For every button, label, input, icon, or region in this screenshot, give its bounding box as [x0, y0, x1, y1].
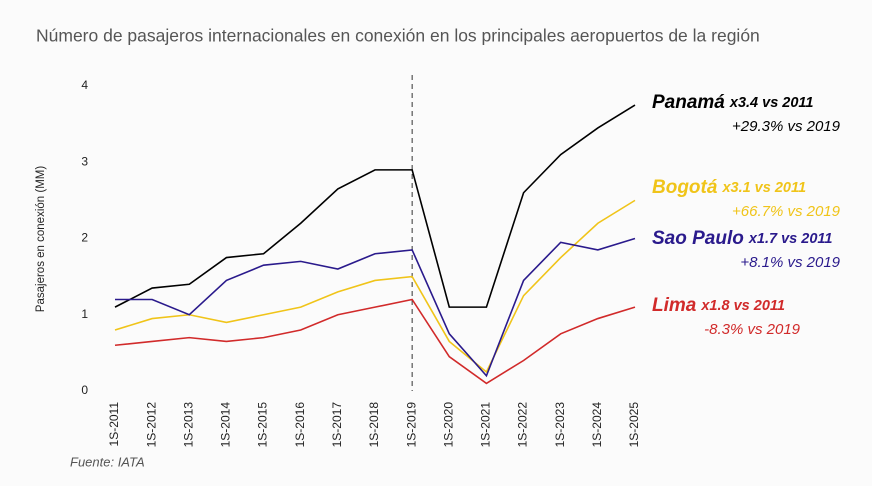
x-tick-label: 1S-2012	[144, 402, 158, 448]
y-tick-label: 4	[81, 78, 88, 92]
growth-note: x1.8 vs 2011	[700, 298, 785, 314]
y-axis-label: Pasajeros en conexión (MM)	[35, 166, 47, 313]
change-note: +66.7% vs 2019	[732, 203, 841, 220]
change-note: +29.3% vs 2019	[732, 118, 841, 135]
series-line	[114, 298, 636, 385]
x-tick-label: 1S-2016	[293, 402, 307, 448]
series-line	[115, 237, 636, 378]
source: Fuente: IATA	[70, 454, 145, 469]
x-tick-label: 1S-2018	[367, 402, 381, 448]
series-line	[114, 199, 636, 374]
y-tick-label: 0	[81, 383, 88, 397]
x-tick-label: 1S-2013	[181, 402, 195, 448]
x-tick-label: 1S-2011	[107, 402, 121, 447]
y-tick-label: 2	[81, 231, 88, 245]
x-tick-label: 1S-2023	[553, 402, 567, 448]
x-tick-label: 1S-2017	[330, 402, 344, 448]
series-label: Lima x1.8 vs 2011	[652, 295, 785, 316]
change-note: -8.3% vs 2019	[704, 321, 801, 338]
x-tick-label: 1S-2014	[219, 402, 233, 448]
x-tick-label: 1S-2025	[627, 402, 641, 448]
legend-name: Lima	[652, 295, 697, 316]
x-tick-label: 1S-2019	[404, 402, 418, 448]
series-line	[114, 104, 636, 308]
growth-note: x1.7 vs 2011	[748, 231, 833, 247]
legend-name: Sao Paulo	[652, 228, 744, 249]
y-tick-label: 1	[81, 307, 88, 321]
series-label: Sao Paulo x1.7 vs 2011	[652, 228, 832, 249]
growth-note: x3.1 vs 2011	[721, 180, 806, 196]
change-note: +8.1% vs 2019	[740, 254, 840, 271]
y-tick-label: 3	[81, 154, 88, 168]
x-tick-label: 1S-2021	[479, 402, 493, 448]
legend-name: Bogotá	[652, 177, 718, 198]
series-label: Bogotá x3.1 vs 2011	[652, 177, 806, 198]
legend-name: Panamá	[652, 92, 725, 113]
growth-note: x3.4 vs 2011	[729, 95, 814, 111]
x-tick-label: 1S-2024	[590, 402, 604, 448]
series-label: Panamá x3.4 vs 2011	[652, 92, 813, 113]
x-tick-label: 1S-2015	[256, 402, 270, 448]
chart-title: Número de pasajeros internacionales en c…	[36, 26, 760, 46]
x-tick-label: 1S-2020	[441, 402, 455, 448]
x-tick-label: 1S-2022	[516, 402, 530, 448]
